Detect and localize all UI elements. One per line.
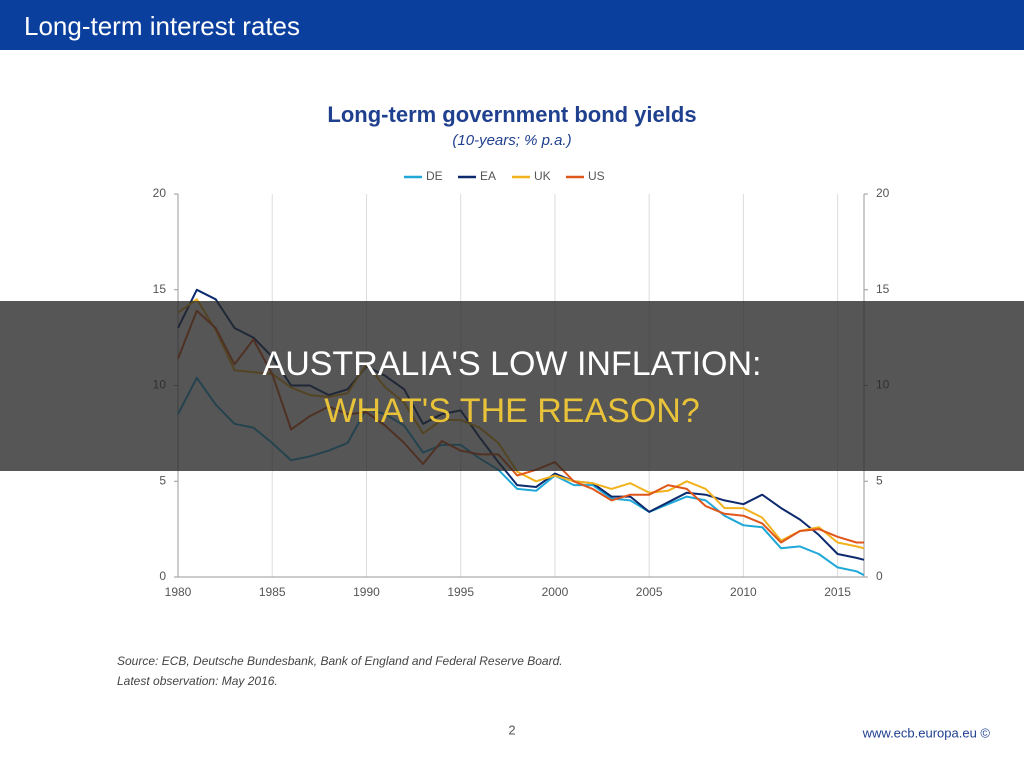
x-tick-label: 1985 [259,585,286,599]
legend-label: US [588,169,605,183]
x-tick-label: 2015 [824,585,851,599]
x-tick-label: 1995 [447,585,474,599]
header-title: Long-term interest rates [24,11,300,41]
page-number: 2 [508,722,515,737]
chart-subtitle: (10-years; % p.a.) [452,132,571,149]
y-tick-label: 0 [159,569,166,583]
latest-note: Latest observation: May 2016. [117,674,278,688]
y2-tick-label: 20 [876,186,890,200]
legend-label: UK [534,169,551,183]
chart-title: Long-term government bond yields [327,102,696,127]
source-note: Source: ECB, Deutsche Bundesbank, Bank o… [117,654,563,668]
legend-label: EA [480,169,496,183]
overlay-band [0,301,1024,471]
y2-tick-label: 5 [876,473,883,487]
y-tick-label: 15 [153,282,167,296]
overlay-subtitle: WHAT'S THE REASON? [324,392,700,430]
header-bar [0,0,1024,50]
y2-tick-label: 0 [876,569,883,583]
website-url: www.ecb.europa.eu © [862,725,991,740]
y-tick-label: 5 [159,473,166,487]
y-tick-label: 20 [153,186,167,200]
x-tick-label: 1980 [165,585,192,599]
y2-tick-label: 15 [876,282,890,296]
x-tick-label: 1990 [353,585,380,599]
legend-label: DE [426,169,443,183]
x-tick-label: 2000 [542,585,569,599]
x-tick-label: 2010 [730,585,757,599]
x-tick-label: 2005 [636,585,663,599]
overlay-title: AUSTRALIA'S LOW INFLATION: [263,345,762,383]
